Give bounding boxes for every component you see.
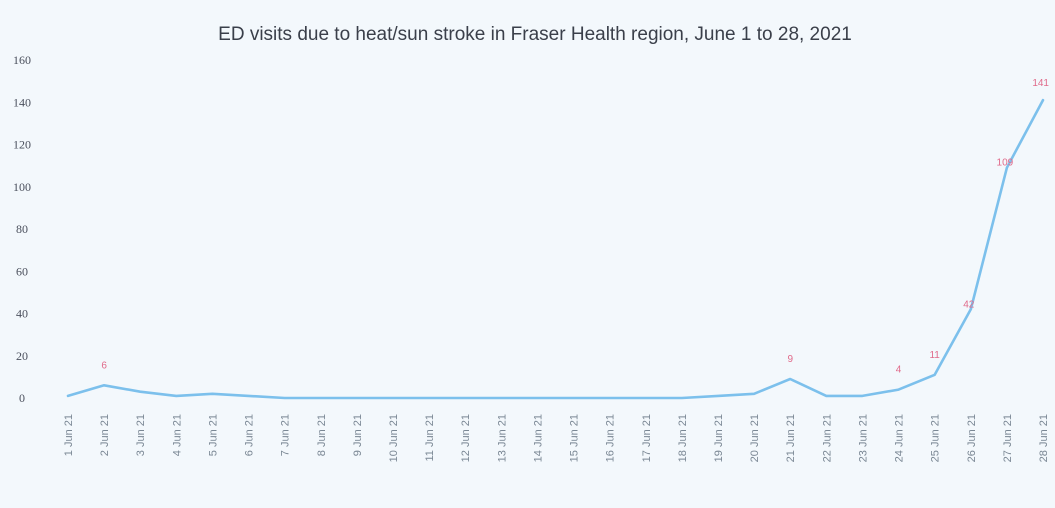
x-tick-label: 22 Jun 21: [821, 414, 833, 462]
x-tick-label: 25 Jun 21: [930, 414, 942, 462]
y-tick-label: 100: [13, 180, 31, 194]
x-tick-label: 4 Jun 21: [171, 414, 183, 456]
y-tick-label: 0: [19, 391, 25, 405]
data-label: 6: [101, 360, 107, 371]
x-tick-label: 28 Jun 21: [1038, 414, 1050, 462]
data-labels: 6 9 4 11 42 109 141: [101, 78, 1049, 375]
x-tick-label: 11 Jun 21: [424, 414, 436, 462]
chart-title: ED visits due to heat/sun stroke in Fras…: [218, 24, 852, 45]
x-tick-label: 27 Jun 21: [1002, 414, 1014, 462]
x-tick-label: 15 Jun 21: [569, 414, 581, 462]
data-label: 42: [963, 299, 975, 310]
x-tick-label: 1 Jun 21: [63, 414, 75, 456]
x-tick-label: 20 Jun 21: [749, 414, 761, 462]
x-tick-label: 16 Jun 21: [605, 414, 617, 462]
x-tick-label: 10 Jun 21: [388, 414, 400, 462]
x-tick-label: 3 Jun 21: [135, 414, 147, 456]
x-tick-label: 14 Jun 21: [532, 414, 544, 462]
y-axis-ticks: 0 20 40 60 80 100 120 140 160: [13, 53, 31, 405]
series-line: [66, 98, 1045, 400]
x-tick-label: 23 Jun 21: [857, 414, 869, 462]
data-label: 4: [896, 365, 902, 376]
x-tick-label: 9 Jun 21: [352, 414, 364, 456]
x-tick-label: 6 Jun 21: [244, 414, 256, 456]
y-tick-label: 60: [16, 264, 28, 278]
x-tick-label: 17 Jun 21: [641, 414, 653, 462]
y-tick-label: 140: [13, 95, 31, 109]
x-tick-label: 12 Jun 21: [460, 414, 472, 462]
x-tick-label: 2 Jun 21: [99, 414, 111, 456]
y-tick-label: 120: [13, 138, 31, 152]
x-tick-label: 8 Jun 21: [316, 414, 328, 456]
x-tick-label: 19 Jun 21: [713, 414, 725, 462]
x-tick-label: 13 Jun 21: [496, 414, 508, 462]
data-label: 11: [929, 350, 940, 361]
data-label: 9: [787, 354, 793, 365]
x-tick-label: 26 Jun 21: [966, 414, 978, 462]
x-tick-label: 18 Jun 21: [677, 414, 689, 462]
x-tick-label: 5 Jun 21: [207, 414, 219, 456]
x-axis-ticks: 1 Jun 21 2 Jun 21 3 Jun 21 4 Jun 21 5 Jun 21…: [63, 414, 1050, 462]
y-tick-label: 40: [16, 307, 28, 321]
y-tick-label: 160: [13, 53, 31, 67]
data-label: 109: [997, 158, 1014, 169]
x-tick-label: 21 Jun 21: [785, 414, 797, 462]
y-tick-label: 20: [16, 349, 28, 363]
x-tick-label: 7 Jun 21: [280, 414, 292, 456]
y-tick-label: 80: [16, 222, 28, 236]
data-label: 141: [1032, 78, 1049, 89]
x-tick-label: 24 Jun 21: [894, 414, 906, 462]
